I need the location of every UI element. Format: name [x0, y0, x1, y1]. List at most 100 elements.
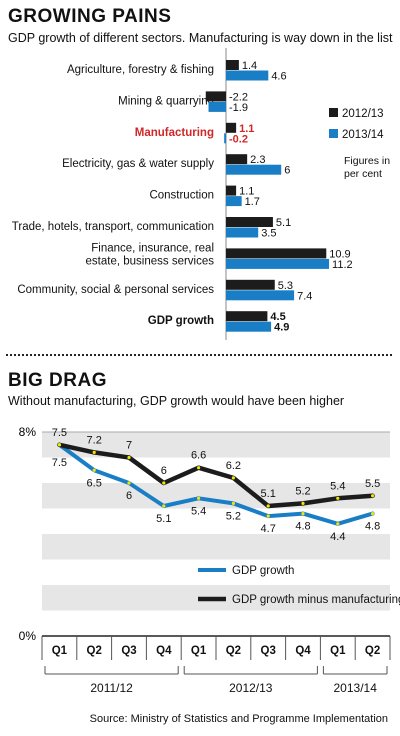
bar-2012-13 — [226, 279, 275, 290]
bar-value-label: -0.2 — [229, 133, 248, 145]
bar-2013-14 — [208, 101, 226, 112]
x-tick-label: Q3 — [261, 645, 276, 657]
bar-value-label: 10.9 — [329, 248, 350, 260]
data-point — [162, 481, 166, 485]
data-label-gdp-minus-manufacturing: 5.1 — [261, 488, 276, 500]
bar-value-label: 4.9 — [274, 322, 289, 334]
bar-value-label: 4.5 — [270, 311, 285, 323]
data-point — [336, 522, 340, 526]
bar-2013-14 — [226, 227, 259, 238]
data-label-gdp-growth: 5.2 — [226, 510, 241, 522]
bar-value-label: 5.1 — [276, 217, 291, 229]
data-point — [301, 501, 305, 505]
figures-note-line2: per cent — [344, 168, 382, 180]
bar-value-label: 6 — [284, 165, 290, 177]
section-subtitle-big-drag: Without manufacturing, GDP growth would … — [8, 394, 345, 408]
data-label-gdp-growth: 5.1 — [156, 513, 171, 525]
figures-note-line1: Figures in — [344, 155, 390, 167]
x-tick-label: Q1 — [330, 645, 346, 657]
bar-value-label: 3.5 — [261, 228, 276, 240]
x-tick-label: Q1 — [52, 645, 68, 657]
data-label-gdp-growth: 4.8 — [295, 521, 310, 533]
x-tick-label: Q4 — [156, 645, 172, 657]
bar-2012-13 — [226, 154, 248, 165]
bar-value-label: 1.1 — [239, 123, 254, 135]
x-tick-label: Q2 — [87, 645, 102, 657]
legend-label-gdp-growth: GDP growth — [232, 565, 294, 577]
bar-2012-13 — [226, 217, 273, 227]
grid-band — [42, 483, 390, 509]
category-label: Agriculture, forestry & fishing — [67, 64, 214, 76]
section-subtitle-growing-pains: GDP growth of different sectors. Manufac… — [8, 31, 393, 45]
group-label: 2012/13 — [229, 681, 273, 695]
data-label-gdp-minus-manufacturing: 7.5 — [52, 427, 67, 439]
data-label-gdp-growth: 5.4 — [191, 505, 206, 517]
data-point — [162, 504, 166, 508]
data-label-gdp-growth: 4.7 — [261, 523, 276, 535]
bar-value-label: 11.2 — [332, 259, 353, 271]
x-tick-label: Q3 — [121, 645, 136, 657]
data-point — [197, 466, 201, 470]
bar-2013-14 — [226, 258, 330, 269]
bar-2012-13 — [205, 91, 226, 102]
series-line-gdp-growth — [57, 442, 375, 526]
bar-value-label: -1.9 — [229, 102, 248, 114]
data-label-gdp-minus-manufacturing: 6.2 — [226, 460, 241, 472]
data-label-gdp-minus-manufacturing: 5.4 — [330, 480, 345, 492]
data-point — [127, 455, 131, 460]
data-point — [266, 514, 270, 518]
x-tick-label: Q2 — [365, 645, 380, 657]
section-title-big-drag: BIG DRAG — [8, 370, 107, 391]
data-point — [92, 468, 96, 472]
data-point — [301, 512, 305, 516]
bar-value-label: 1.4 — [242, 60, 257, 72]
bar-2013-14 — [226, 290, 295, 301]
group-label: 2011/12 — [90, 681, 133, 695]
data-label-gdp-growth: 7.5 — [52, 457, 67, 469]
data-point — [336, 496, 340, 500]
data-point — [371, 512, 375, 516]
bar-2013-14 — [224, 133, 226, 144]
group-label: 2013/14 — [334, 681, 378, 695]
data-point — [127, 481, 131, 485]
grid-band — [42, 534, 390, 560]
category-label: Mining & quarrying — [118, 95, 214, 107]
bar-2013-14 — [226, 321, 272, 332]
series-line-gdp-minus-manufacturing — [57, 442, 375, 509]
data-point — [231, 476, 235, 480]
legend-label: 2012/13 — [342, 108, 384, 120]
data-label-gdp-growth: 4.4 — [330, 531, 345, 543]
data-label-gdp-minus-manufacturing: 6.6 — [191, 450, 206, 462]
category-label: Community, social & personal services — [17, 284, 214, 296]
sector-growth-bar-chart: Agriculture, forestry & fishing 1.4 4.6 Min… — [12, 48, 390, 340]
data-label-gdp-minus-manufacturing: 5.2 — [295, 485, 310, 497]
data-label-gdp-growth: 6 — [126, 490, 132, 502]
data-label-gdp-growth: 4.8 — [365, 521, 380, 533]
data-label-gdp-minus-manufacturing: 7 — [126, 440, 132, 452]
x-tick-label: Q1 — [191, 645, 207, 657]
data-label-gdp-minus-manufacturing: 5.5 — [365, 478, 380, 490]
source-note: Source: Ministry of Statistics and Progr… — [89, 713, 388, 725]
data-point — [92, 450, 96, 454]
x-tick-label: Q4 — [295, 645, 311, 657]
bar-2013-14 — [226, 70, 269, 81]
bar-value-label: 4.6 — [271, 71, 286, 83]
bar-2012-13 — [226, 60, 239, 70]
data-point — [231, 501, 235, 505]
legend-label-gdp-minus-manufacturing: GDP growth minus manufacturing — [232, 594, 400, 606]
category-label: GDP growth — [148, 315, 214, 327]
bar-value-label: 1.1 — [239, 186, 254, 198]
bar-value-label: -2.2 — [229, 91, 248, 103]
bar-2013-14 — [226, 196, 242, 207]
category-label: Manufacturing — [135, 127, 214, 139]
quarterly-growth-line-chart: 8% 0% 7.5 7.2 7 6 6.6 6.2 5.1 5.2 5.4 5.5 7.5 6.5 6 5.1… — [19, 425, 400, 695]
bar-2012-13 — [226, 248, 327, 259]
section-title-growing-pains: GROWING PAINS — [8, 6, 172, 27]
bar-value-label: 7.4 — [297, 290, 312, 302]
bar-value-label: 5.3 — [278, 280, 293, 292]
bar-2012-13 — [226, 185, 237, 196]
y-tick-label: 0% — [19, 629, 37, 643]
category-label: Finance, insurance, real estate, business… — [86, 242, 215, 267]
category-label: Electricity, gas & water supply — [62, 158, 214, 170]
bar-2013-14 — [226, 164, 282, 175]
